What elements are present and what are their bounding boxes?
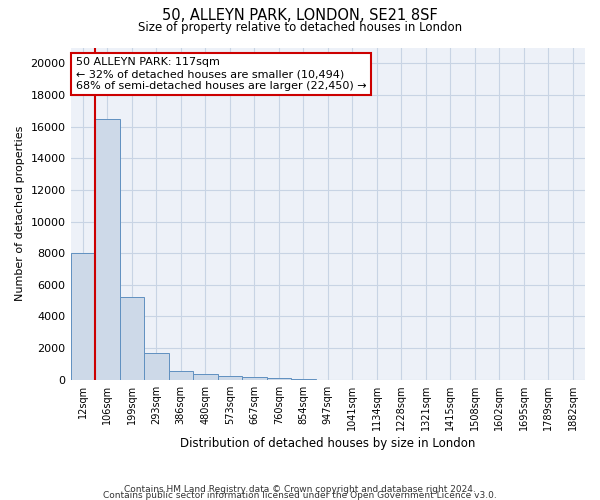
Bar [218, 376, 242, 380]
Bar [193, 374, 218, 380]
Text: Size of property relative to detached houses in London: Size of property relative to detached ho… [138, 21, 462, 34]
Bar [242, 378, 266, 380]
Bar [119, 298, 144, 380]
X-axis label: Distribution of detached houses by size in London: Distribution of detached houses by size … [180, 437, 475, 450]
Text: 50, ALLEYN PARK, LONDON, SE21 8SF: 50, ALLEYN PARK, LONDON, SE21 8SF [162, 8, 438, 22]
Bar [144, 353, 169, 380]
Y-axis label: Number of detached properties: Number of detached properties [15, 126, 25, 302]
Bar [266, 378, 291, 380]
Bar [71, 253, 95, 380]
Bar [291, 379, 316, 380]
Text: Contains HM Land Registry data © Crown copyright and database right 2024.: Contains HM Land Registry data © Crown c… [124, 484, 476, 494]
Text: 50 ALLEYN PARK: 117sqm
← 32% of detached houses are smaller (10,494)
68% of semi: 50 ALLEYN PARK: 117sqm ← 32% of detached… [76, 58, 367, 90]
Bar [169, 371, 193, 380]
Bar [95, 118, 119, 380]
Text: Contains public sector information licensed under the Open Government Licence v3: Contains public sector information licen… [103, 490, 497, 500]
